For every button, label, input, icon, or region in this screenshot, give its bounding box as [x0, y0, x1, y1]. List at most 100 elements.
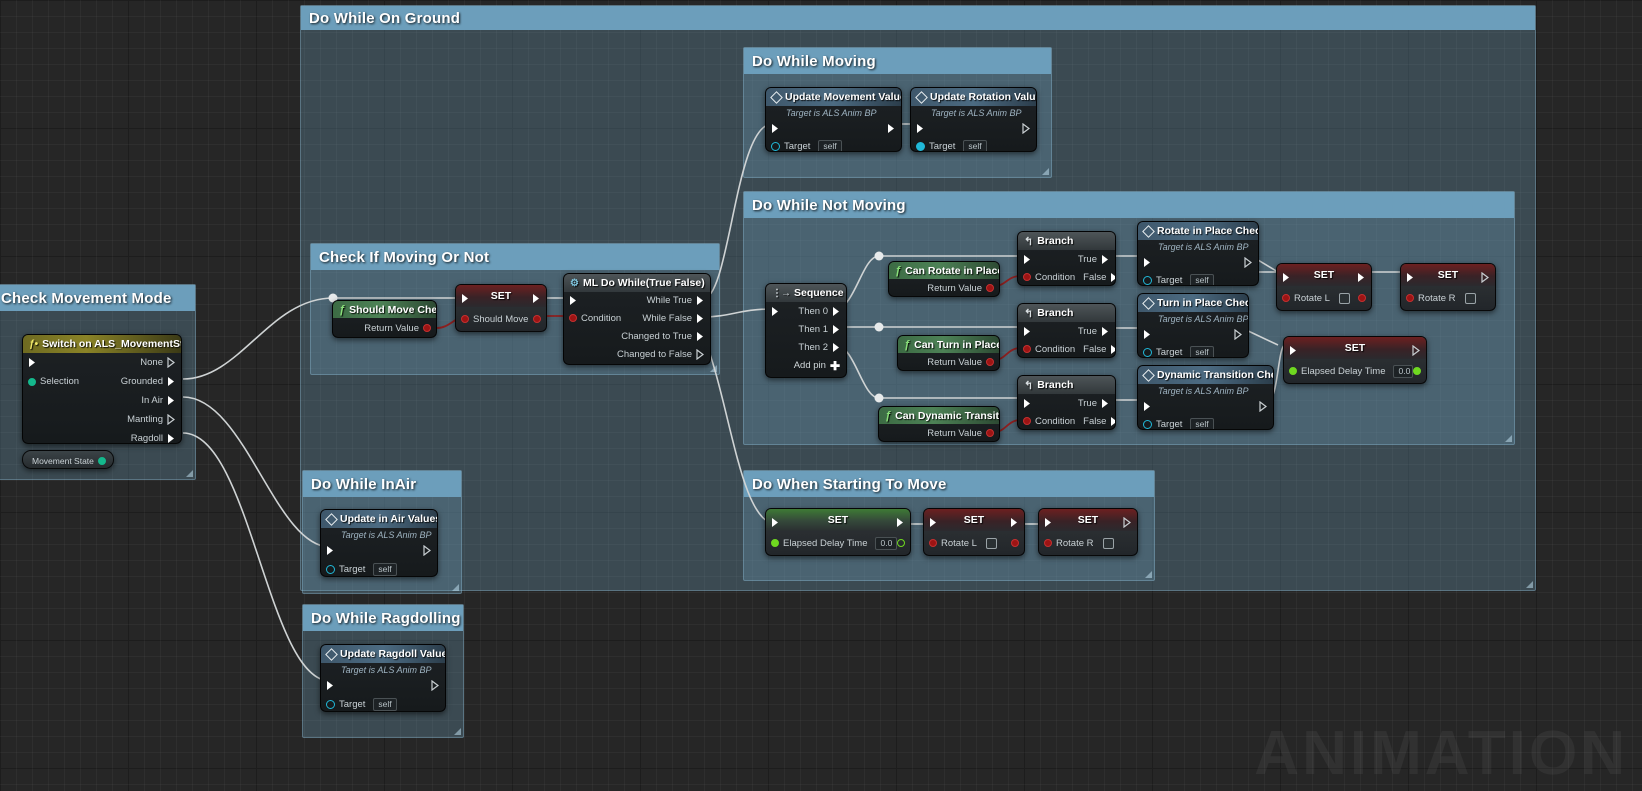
node-header[interactable]: ƒ Can Dynamic Transition — [879, 407, 999, 424]
pin-row-movement-state[interactable]: Movement State — [23, 451, 113, 468]
exec-out-icon[interactable] — [423, 545, 432, 556]
exec-out-icon[interactable] — [431, 680, 440, 691]
node-header[interactable]: Update Ragdoll Values — [321, 645, 445, 663]
node-movement-state-variable[interactable]: Movement State — [22, 450, 114, 469]
comment-resize-handle[interactable] — [710, 365, 717, 372]
pin-row-rotate-r[interactable]: Rotate R — [1039, 533, 1137, 553]
bool-out-pin-icon[interactable] — [533, 315, 541, 323]
bool-pin-icon[interactable] — [986, 358, 994, 366]
node-header[interactable]: ƒ Should Move Check — [333, 301, 436, 318]
exec-out-icon[interactable] — [1244, 256, 1253, 268]
node-can-turn-in-place[interactable]: ƒ Can Turn in Place Return Value — [897, 335, 1000, 371]
pin-row-condition[interactable]: Condition False — [1018, 412, 1115, 429]
node-header[interactable]: Update Rotation Values — [911, 88, 1036, 106]
target-value[interactable]: self — [1190, 417, 1214, 429]
pin-row-true[interactable]: True — [1018, 394, 1115, 412]
exec-out-then2-icon[interactable] — [832, 342, 841, 353]
exec-out-true-icon[interactable] — [1101, 254, 1110, 265]
node-can-rotate-in-place[interactable]: ƒ Can Rotate in Place Return Value — [888, 261, 1000, 297]
pin-row-rotate-r[interactable]: Rotate R — [1401, 288, 1495, 308]
exec-out-mantling-icon[interactable] — [167, 414, 176, 425]
exec-out-then1-icon[interactable] — [832, 324, 841, 335]
node-header[interactable]: ƒ Can Turn in Place — [898, 336, 999, 353]
pin-row-set-should-move[interactable] — [456, 287, 546, 309]
object-pin-icon[interactable] — [1143, 275, 1152, 285]
node-set-rotate-l-bottom[interactable]: SET Rotate L — [923, 508, 1025, 556]
pin-row-target[interactable]: Target self — [1138, 271, 1258, 285]
target-value[interactable]: self — [373, 698, 397, 711]
pin-row-condition[interactable]: Condition False — [1018, 268, 1115, 285]
node-header[interactable]: Update in Air Values — [321, 510, 437, 528]
exec-out-icon[interactable] — [1259, 400, 1268, 412]
rotate-l-checkbox[interactable] — [985, 537, 997, 549]
exec-out-icon[interactable] — [887, 123, 896, 134]
pin-row-exec[interactable] — [1277, 266, 1371, 288]
bool-pin-icon[interactable] — [1023, 417, 1031, 425]
comment-titlebar[interactable]: Check Movement Mode — [0, 285, 195, 311]
exec-out-icon[interactable] — [1123, 516, 1132, 528]
pin-row-target[interactable]: Target self — [1138, 343, 1248, 357]
target-value[interactable]: self — [1190, 273, 1214, 285]
pin-row-elapsed-delay[interactable]: Elapsed Delay Time 0.0 — [1284, 361, 1426, 381]
exec-in-icon[interactable] — [461, 293, 470, 304]
exec-out-while-true-icon[interactable] — [696, 295, 705, 306]
exec-in-icon[interactable] — [326, 680, 335, 691]
comment-titlebar[interactable]: Do While Ragdolling — [303, 605, 463, 631]
object-pin-icon[interactable] — [1143, 419, 1152, 429]
exec-out-changed-false-icon[interactable] — [696, 348, 705, 360]
exec-out-icon[interactable] — [1481, 271, 1490, 283]
pin-row-exec[interactable] — [766, 511, 910, 533]
exec-in-icon[interactable] — [1023, 398, 1032, 409]
bool-pin-icon[interactable] — [986, 284, 994, 292]
exec-out-grounded-icon[interactable] — [167, 376, 176, 387]
pin-row-exec[interactable] — [1138, 253, 1258, 271]
node-header[interactable]: ƒ Can Rotate in Place — [889, 262, 999, 279]
comment-titlebar[interactable]: Do When Starting To Move — [744, 471, 1154, 497]
bool-pin-icon[interactable] — [1023, 345, 1031, 353]
pin-row-return-value[interactable]: Return Value — [889, 279, 999, 296]
node-set-rotate-l-top[interactable]: SET Rotate L — [1276, 263, 1372, 311]
exec-out-icon[interactable] — [896, 517, 905, 528]
exec-in-icon[interactable] — [326, 545, 335, 556]
exec-out-icon[interactable] — [1022, 122, 1031, 134]
pin-row-target[interactable]: Target self — [321, 560, 437, 576]
exec-out-none-icon[interactable] — [167, 357, 176, 368]
float-pin-icon[interactable] — [771, 539, 779, 547]
exec-in-icon[interactable] — [28, 357, 37, 368]
pin-row-target[interactable]: Target self — [766, 137, 901, 151]
bool-pin-icon[interactable] — [929, 539, 937, 547]
comment-titlebar[interactable]: Do While Not Moving — [744, 192, 1514, 218]
pin-row-return-value[interactable]: Return Value — [879, 424, 999, 441]
exec-in-icon[interactable] — [1289, 345, 1298, 356]
node-turn-in-place-check[interactable]: Turn in Place Check Target is ALS Anim B… — [1137, 293, 1249, 358]
pin-row-selection[interactable]: Selection Grounded — [23, 372, 181, 391]
bool-out-pin-icon[interactable] — [1358, 294, 1366, 302]
pin-row-exec[interactable] — [1039, 511, 1137, 533]
exec-in-icon[interactable] — [771, 123, 780, 134]
enum-pin-icon[interactable] — [97, 456, 106, 465]
node-header[interactable]: ↰ Branch — [1018, 304, 1115, 322]
exec-out-false-icon[interactable] — [1110, 344, 1115, 355]
comment-titlebar[interactable]: Check If Moving Or Not — [311, 244, 719, 270]
bool-pin-icon[interactable] — [1044, 539, 1052, 547]
pin-row-exec-in[interactable]: While True — [564, 292, 710, 309]
bool-pin-icon[interactable] — [986, 429, 994, 437]
exec-in-icon[interactable] — [771, 306, 780, 317]
node-set-elapsed-delay-bottom[interactable]: SET Elapsed Delay Time 0.0 — [765, 508, 911, 556]
exec-out-changed-true-icon[interactable] — [696, 331, 705, 342]
exec-in-icon[interactable] — [1406, 272, 1415, 283]
float-out-pin-icon[interactable] — [897, 539, 905, 547]
exec-in-icon[interactable] — [771, 517, 780, 528]
node-header[interactable]: Update Movement Values — [766, 88, 901, 106]
pin-row-in-air[interactable]: In Air — [23, 391, 181, 410]
comment-do-while-not-moving[interactable]: Do While Not Moving — [743, 191, 1515, 445]
pin-row-return-value[interactable]: Return Value — [898, 353, 999, 370]
pin-row-target[interactable]: Target self — [1138, 415, 1273, 429]
node-can-dynamic-transition[interactable]: ƒ Can Dynamic Transition Return Value — [878, 406, 1000, 442]
exec-in-icon[interactable] — [1044, 517, 1053, 528]
pin-row-rotate-l[interactable]: Rotate L — [924, 533, 1024, 553]
node-update-in-air-values[interactable]: Update in Air Values Target is ALS Anim … — [320, 509, 438, 577]
pin-row-exec[interactable] — [321, 676, 445, 695]
